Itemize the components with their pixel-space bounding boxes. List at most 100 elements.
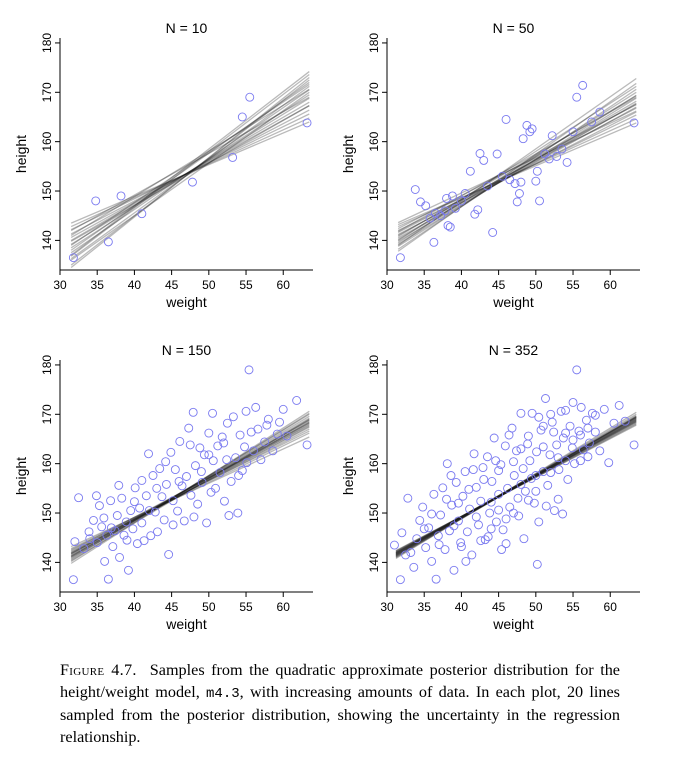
data-point (235, 430, 245, 440)
data-point (445, 526, 454, 536)
data-point (170, 465, 180, 475)
data-point (121, 517, 131, 527)
data-point (448, 191, 457, 201)
data-point (427, 509, 437, 519)
data-point (531, 471, 541, 480)
posterior-line (70, 71, 310, 256)
data-point (168, 496, 178, 506)
data-point (494, 505, 504, 515)
data-point (483, 181, 492, 191)
posterior-line (70, 91, 310, 261)
data-point (91, 196, 101, 206)
data-point (590, 427, 600, 437)
x-axis-label: weight (492, 616, 534, 632)
caption-label: Figure 4.7. (60, 661, 137, 679)
data-point (106, 523, 116, 533)
data-point (251, 402, 261, 412)
data-point (487, 476, 497, 486)
data-point (395, 253, 405, 263)
data-point (186, 490, 196, 500)
y-axis-label: height (13, 457, 29, 495)
data-point (604, 458, 614, 468)
data-point (534, 517, 544, 527)
data-point (478, 463, 488, 473)
data-point (215, 468, 225, 477)
data-point (479, 155, 489, 165)
data-point (486, 497, 496, 507)
data-point (595, 446, 605, 456)
data-point (89, 515, 98, 525)
data-point (233, 508, 243, 518)
data-point (427, 556, 437, 566)
x-tick-label: 40 (455, 600, 469, 614)
data-point (429, 237, 439, 247)
data-point (226, 476, 236, 486)
data-point (174, 476, 184, 486)
data-point (117, 493, 127, 503)
data-point (549, 506, 559, 516)
data-point (470, 209, 480, 219)
posterior-line (397, 91, 637, 244)
data-point (523, 431, 533, 441)
data-point (461, 556, 471, 566)
data-point (552, 440, 562, 450)
data-point (538, 421, 548, 431)
data-point (516, 177, 526, 187)
data-point (547, 417, 557, 427)
posterior-line (395, 424, 637, 552)
data-point (531, 176, 541, 186)
data-point (168, 520, 178, 530)
x-tick-label: 40 (128, 600, 142, 614)
data-point (614, 400, 624, 410)
data-point (100, 556, 110, 566)
y-axis-label: height (340, 457, 356, 495)
data-point (469, 449, 479, 459)
data-point (161, 479, 171, 489)
posterior-line (70, 109, 310, 235)
data-point (430, 208, 440, 218)
posterior-line (395, 420, 637, 554)
data-point (491, 456, 501, 466)
x-tick-label: 55 (566, 278, 580, 292)
data-point (282, 431, 292, 441)
data-point (486, 524, 496, 534)
x-tick-label: 35 (91, 600, 105, 614)
posterior-line (395, 411, 637, 559)
data-point (501, 539, 511, 549)
data-point (217, 432, 227, 442)
data-point (483, 532, 493, 542)
data-point (500, 441, 510, 451)
posterior-line (395, 421, 637, 553)
data-point (492, 149, 502, 159)
data-point (556, 406, 566, 416)
data-point (249, 446, 258, 456)
posterior-line (70, 419, 310, 558)
x-tick-label: 30 (53, 278, 67, 292)
data-point (144, 506, 154, 516)
panel-n50: 30 35 40 45 50 55 60 140 150 160 170 180 N = 50 weigh… (340, 20, 640, 310)
data-point (587, 408, 597, 418)
data-point (460, 189, 470, 198)
data-point (116, 191, 126, 201)
figure-grid: 30 35 40 45 50 55 60 140 150 160 170 180 N = 10 weigh… (13, 20, 640, 632)
data-point (443, 221, 453, 231)
data-point (421, 201, 431, 211)
y-tick-label: 140 (367, 552, 381, 572)
data-point (415, 515, 425, 525)
data-point (262, 420, 272, 430)
data-point (515, 189, 524, 198)
data-point (509, 471, 519, 480)
data-point (240, 442, 249, 452)
data-point (497, 545, 507, 554)
data-point (94, 501, 104, 511)
data-point (475, 149, 485, 158)
x-tick-label: 55 (239, 278, 253, 292)
caption-model-name: m4.3 (206, 685, 240, 702)
data-point (219, 496, 229, 506)
posterior-line (397, 96, 637, 233)
plot-area (389, 365, 639, 585)
data-point (195, 443, 205, 453)
posterior-line (70, 113, 310, 231)
data-point (409, 562, 419, 572)
data-point (518, 134, 528, 144)
